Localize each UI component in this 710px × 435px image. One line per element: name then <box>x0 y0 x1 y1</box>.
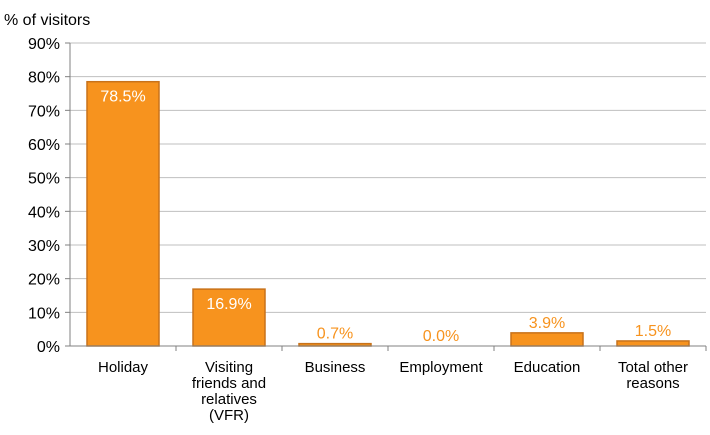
x-category-label: Employment <box>399 359 483 376</box>
y-tick-label: 80% <box>28 70 60 87</box>
bars: 78.5% 16.9% 0.7% 0.0% 3.9% 1.5% <box>86 80 690 347</box>
x-category-label: reasons <box>626 375 679 392</box>
y-tick-label: 90% <box>28 36 60 53</box>
x-category-label: Education <box>514 359 581 376</box>
x-category-label: Business <box>305 359 366 376</box>
bar <box>510 332 584 347</box>
data-label: 16.9% <box>206 296 251 313</box>
bar <box>86 80 160 347</box>
y-tick-label: 50% <box>28 171 60 188</box>
y-tick-label: 30% <box>28 238 60 255</box>
x-category-label: friends and <box>192 375 266 392</box>
gridlines <box>70 42 706 313</box>
y-axis-ticks: 0% 10% 20% 30% 40% 50% 60% 70% 80% 90% <box>28 36 70 356</box>
y-axis-title: % of visitors <box>4 12 90 29</box>
x-category-label: Visiting <box>205 359 253 376</box>
x-category-label: relatives <box>201 391 257 408</box>
data-label: 0.7% <box>317 326 353 343</box>
data-label: 1.5% <box>635 323 671 340</box>
data-label: 78.5% <box>100 89 145 106</box>
x-category-label: Total other <box>618 359 688 376</box>
data-label: 3.9% <box>529 315 565 332</box>
bar <box>616 340 690 347</box>
x-category-label: (VFR) <box>209 407 249 424</box>
x-category-label: Holiday <box>98 359 149 376</box>
y-tick-label: 20% <box>28 272 60 289</box>
y-tick-label: 10% <box>28 305 60 322</box>
y-tick-label: 40% <box>28 204 60 221</box>
y-tick-label: 70% <box>28 103 60 120</box>
y-tick-label: 0% <box>37 339 60 356</box>
data-label: 0.0% <box>423 328 459 345</box>
y-tick-label: 60% <box>28 137 60 154</box>
